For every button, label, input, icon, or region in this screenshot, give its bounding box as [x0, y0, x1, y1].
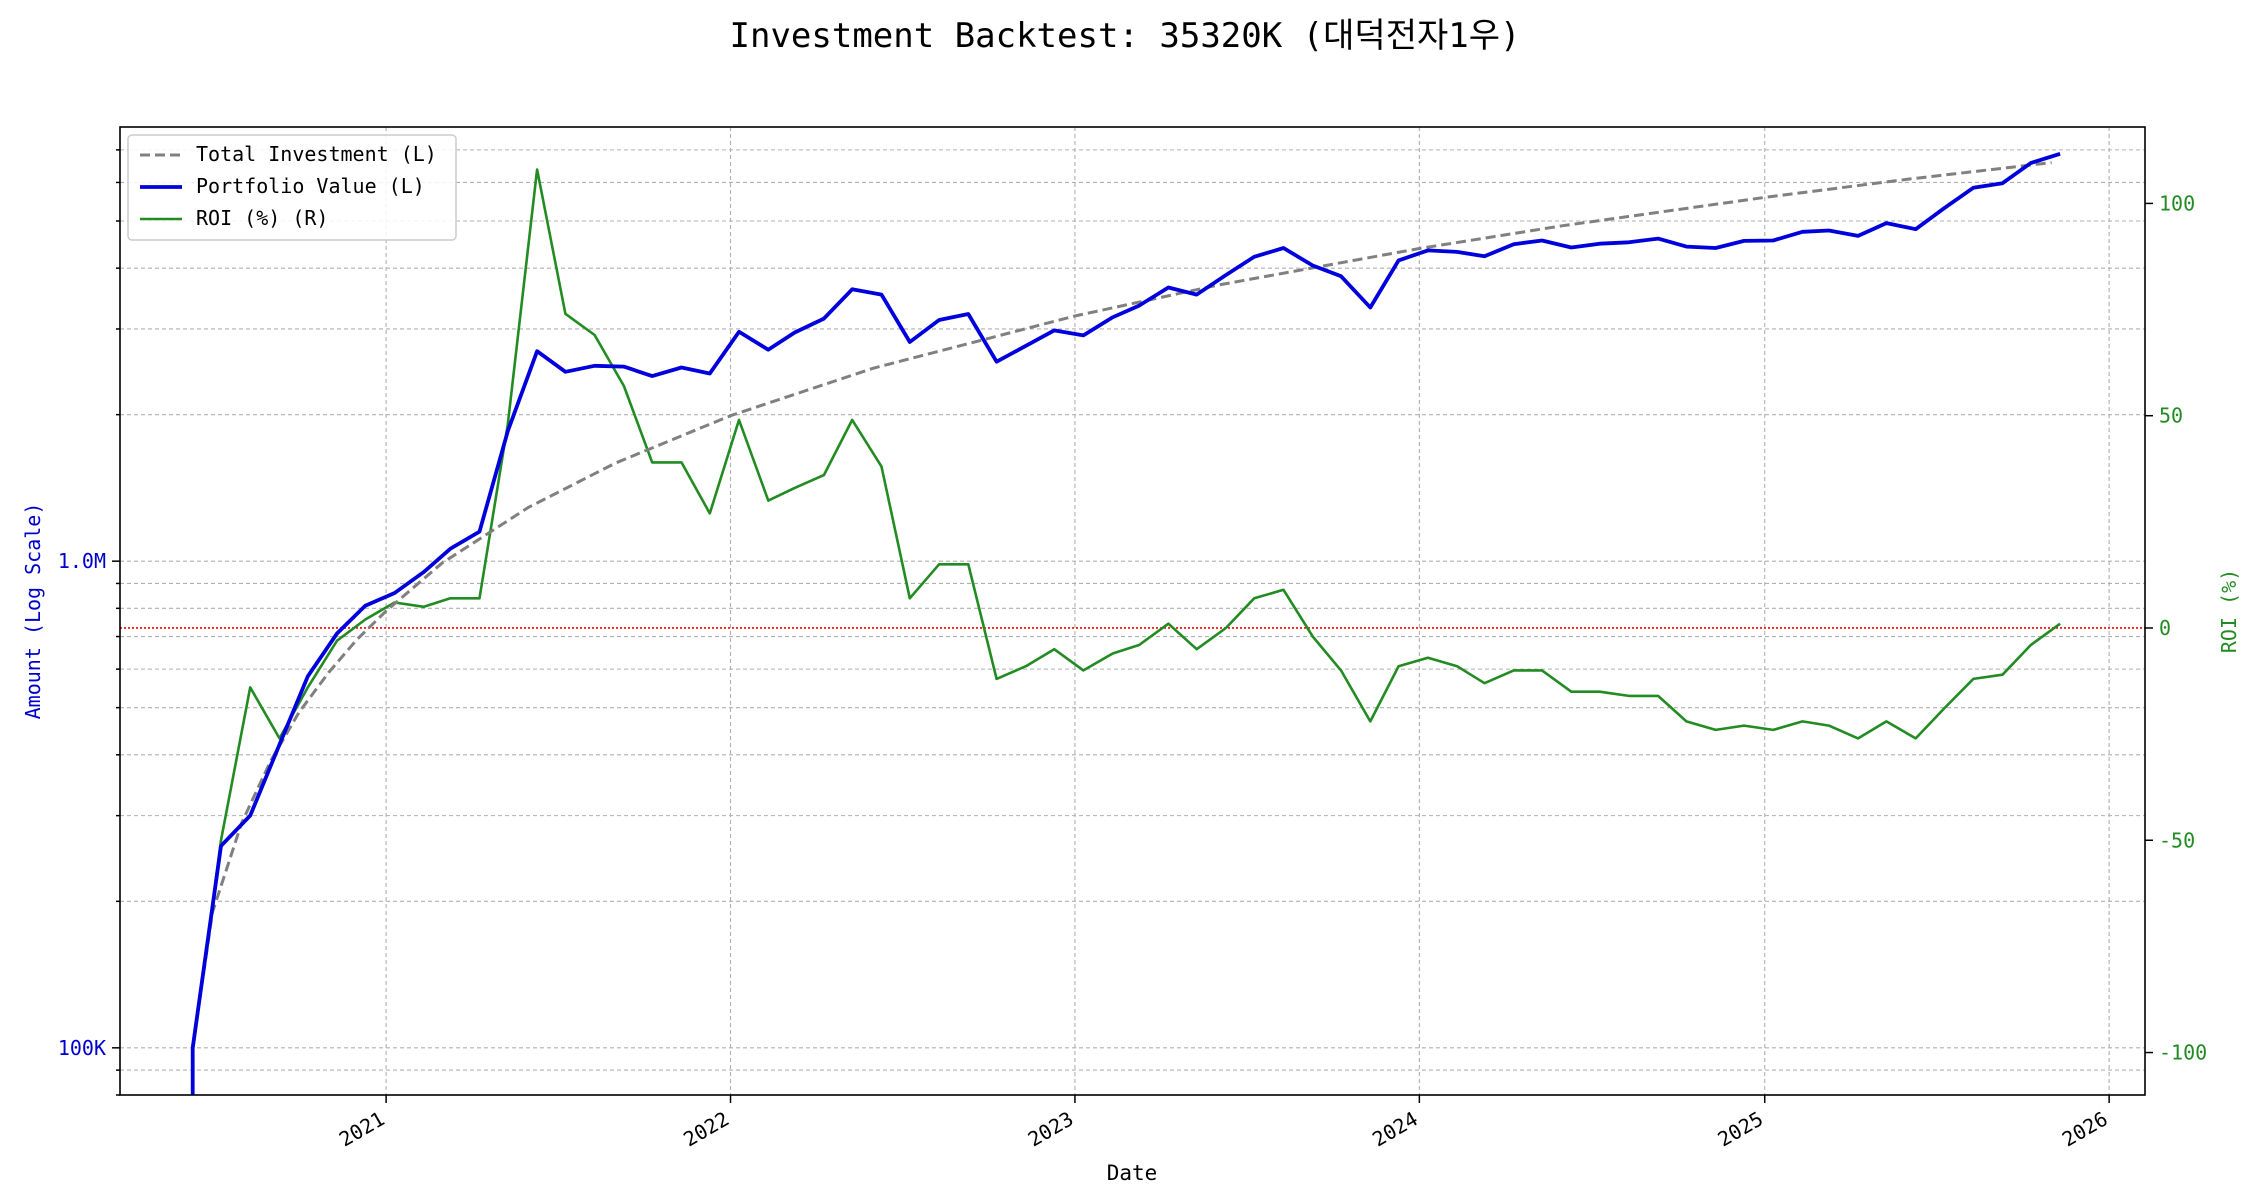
legend-box: [127, 134, 457, 241]
grid: [120, 127, 2145, 1096]
legend: Total Investment (L) Portfolio Value (L)…: [127, 134, 457, 241]
y-right-tick-label: 100: [2159, 191, 2195, 215]
y-left-tick-label: 1.0M: [58, 549, 106, 573]
y-right-axis-label: ROI (%): [2217, 569, 2241, 653]
y-left-axis-ticks: 100K 1.0M: [58, 149, 120, 1096]
legend-label-total-investment: Total Investment (L): [196, 142, 437, 166]
legend-label-portfolio-value: Portfolio Value (L): [196, 174, 425, 198]
y-right-tick-label: -100: [2159, 1041, 2207, 1065]
series-portfolio-value: [190, 151, 2061, 1095]
x-axis-label: Date: [1107, 1161, 1158, 1185]
y-right-tick-label: 50: [2159, 404, 2183, 428]
plot-area-frame: [119, 126, 2146, 1096]
y-left-axis-label: Amount (Log Scale): [21, 503, 45, 720]
y-right-tick-label: -50: [2159, 828, 2195, 852]
y-left-tick-label: 100K: [58, 1036, 106, 1060]
series-layer: [190, 151, 2061, 1095]
legend-label-roi: ROI (%) (R): [196, 206, 328, 230]
chart-title: Investment Backtest: 35320K (대덕전자1우): [730, 16, 1521, 56]
y-right-tick-label: 0: [2159, 616, 2171, 640]
y-right-axis-ticks: -100 -50 0 50 100: [2145, 191, 2207, 1065]
